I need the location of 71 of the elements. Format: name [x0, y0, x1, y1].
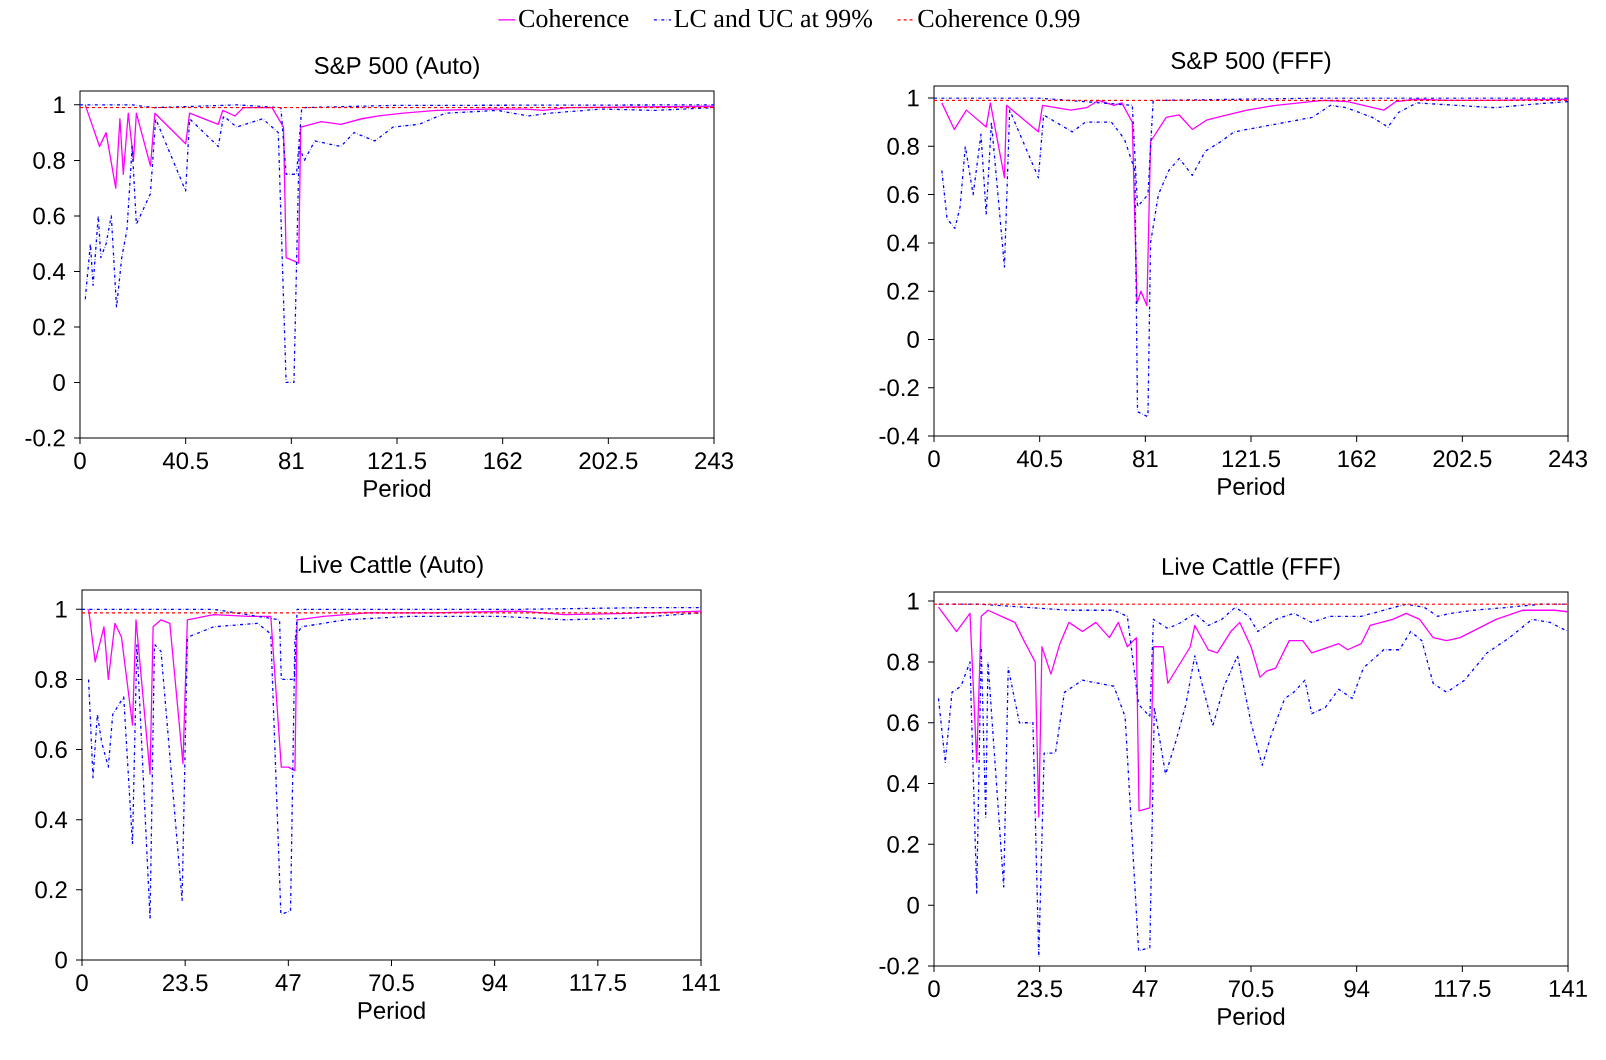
y-tick-label: 0.8: [887, 137, 919, 155]
x-axis-title: Period: [1218, 477, 1285, 496]
y-tick-label: 0.8: [35, 670, 67, 688]
x-tick-label: 40.5: [162, 452, 209, 470]
y-tick-label: 0.8: [887, 653, 919, 671]
x-tick-label: 0: [76, 974, 88, 992]
x-tick-label: 121.5: [1222, 450, 1281, 468]
y-tick-label: 0.6: [35, 741, 67, 759]
legend-label: Coherence: [519, 9, 629, 28]
x-tick-label: 202.5: [579, 452, 638, 470]
legend-label: LC and UC at 99%: [674, 9, 873, 28]
x-tick-label: 0: [928, 450, 940, 468]
x-tick-label: 0: [74, 452, 86, 470]
x-tick-label: 94: [482, 974, 508, 992]
chart-title: Live Cattle (Auto): [300, 555, 483, 578]
line-series: [937, 618, 1569, 958]
x-tick-label: 94: [1344, 980, 1370, 998]
y-tick-label: 0: [53, 373, 65, 391]
x-tick-label: 121.5: [368, 452, 427, 470]
chart-title: Live Cattle (FFF): [1162, 557, 1340, 580]
x-axis-title: Period: [364, 479, 431, 498]
y-tick-label: -0.2: [25, 429, 65, 447]
x-tick-label: 0: [928, 980, 940, 998]
y-tick-label: 0.2: [33, 318, 65, 336]
y-tick-label: 1: [56, 601, 67, 618]
x-tick-label: 162: [1338, 450, 1376, 468]
y-tick-label: 1: [54, 96, 65, 114]
x-tick-label: 81: [279, 452, 304, 470]
y-tick-label: 0: [55, 951, 67, 969]
y-tick-label: -0.4: [879, 427, 920, 445]
x-tick-label: 117.5: [1435, 980, 1491, 997]
x-axis-title: Period: [1218, 1007, 1285, 1026]
y-tick-label: 0.4: [887, 775, 920, 793]
y-tick-label: 0.2: [887, 282, 919, 300]
x-tick-label: 243: [695, 452, 733, 470]
y-tick-label: 0.8: [33, 151, 65, 169]
x-tick-label: 23.5: [1017, 980, 1063, 998]
x-tick-label: 47: [1132, 980, 1158, 997]
y-tick-label: -0.2: [879, 957, 919, 975]
x-tick-label: 70.5: [1228, 980, 1274, 998]
y-tick-label: 0.6: [887, 714, 919, 732]
x-tick-label: 70.5: [369, 974, 414, 992]
y-tick-label: 0.4: [33, 262, 66, 280]
x-tick-label: 243: [1549, 450, 1587, 468]
y-tick-label: 0: [907, 896, 919, 914]
x-tick-label: 141: [1549, 980, 1587, 997]
line-series: [87, 608, 702, 775]
y-tick-label: 0.4: [887, 234, 920, 252]
x-axis-title: Period: [358, 1001, 425, 1020]
y-tick-label: 0.2: [35, 881, 67, 899]
y-tick-label: 0.6: [887, 186, 919, 204]
x-tick-label: 40.5: [1016, 450, 1063, 468]
x-tick-label: 47: [275, 974, 301, 991]
chart-title: S&P 500 (Auto): [314, 56, 479, 79]
x-tick-label: 141: [682, 974, 720, 991]
line-series: [84, 104, 715, 264]
x-tick-label: 202.5: [1433, 450, 1492, 468]
chart-title: S&P 500 (FFF): [1171, 51, 1331, 74]
x-tick-label: 23.5: [163, 974, 208, 992]
y-tick-label: 1: [908, 592, 919, 610]
y-tick-label: 1: [908, 89, 919, 107]
y-tick-label: 0.4: [35, 811, 68, 829]
x-tick-label: 117.5: [570, 974, 626, 991]
x-tick-label: 162: [484, 452, 522, 470]
y-tick-label: 0.2: [887, 835, 919, 853]
legend-label: Coherence 0.99: [918, 9, 1080, 28]
y-tick-label: 0: [907, 330, 919, 348]
y-tick-label: 0.6: [33, 207, 65, 225]
y-tick-label: -0.2: [879, 379, 919, 397]
x-tick-label: 81: [1133, 450, 1158, 468]
line-series: [941, 98, 1569, 307]
